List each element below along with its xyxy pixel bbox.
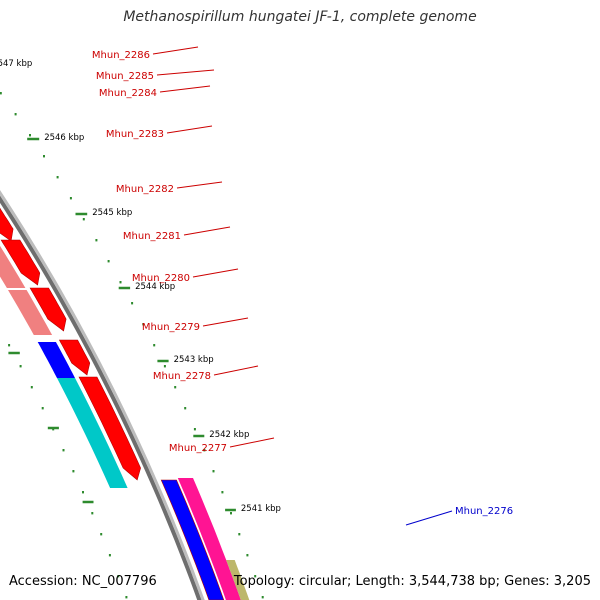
gene-label-mhun-2280: Mhun_2280 [132, 273, 190, 284]
cog-segment-9 [37, 342, 75, 378]
outer-dot [246, 554, 249, 557]
kbp-tick-label: 2546 kbp [44, 133, 84, 143]
outer-dot [0, 92, 2, 95]
inner-dot [108, 554, 111, 557]
kbp-tick-label: 2541 kbp [241, 504, 281, 514]
gene-label-leader [152, 46, 199, 55]
outer-dot [142, 323, 145, 326]
inner-dot [100, 533, 103, 536]
outer-dot [56, 176, 59, 179]
gene-label-mhun-2277: Mhun_2277 [169, 443, 227, 454]
outer-dot [82, 218, 85, 221]
genome-summary: Topology: circular; Length: 3,544,738 bp… [233, 574, 591, 589]
cog-segment-outer-olive [226, 560, 250, 600]
gene-label-leader [192, 268, 239, 278]
gene-label-leader [229, 437, 275, 448]
inner-dot [117, 575, 120, 578]
accession-text: Accession: NC_007796 [9, 574, 157, 589]
tick-dot-track [0, 92, 264, 599]
outer-dot [14, 113, 17, 116]
outer-dot [193, 428, 196, 431]
gene-label-mhun-2278: Mhun_2278 [153, 371, 211, 382]
kbp-tick-label: 2544 kbp [135, 282, 175, 292]
outer-dot [69, 197, 72, 200]
inner-dot [91, 512, 94, 515]
gene-block-mhun-2277 [78, 376, 141, 481]
gene-label-leader [156, 69, 215, 76]
gene-label-mhun-2279: Mhun_2279 [142, 322, 200, 333]
gene-label-mhun-2281: Mhun_2281 [123, 231, 181, 242]
gene-label-mhun-2276: Mhun_2276 [455, 506, 513, 517]
gene-block-mhun-2276 [160, 479, 225, 600]
outer-dot [261, 596, 264, 599]
outer-dot [107, 260, 110, 263]
outer-dot [174, 386, 177, 389]
gene-label-mhun-2285: Mhun_2285 [96, 71, 154, 82]
kbp-tick-label: 2545 kbp [92, 208, 132, 218]
gene-label-mhun-2286: Mhun_2286 [92, 50, 150, 61]
kbp-tick-label: 2542 kbp [209, 430, 249, 440]
gene-label-leader [159, 85, 211, 93]
gene-label-mhun-2282: Mhun_2282 [116, 184, 174, 195]
gene-label-leader [176, 181, 223, 189]
outer-dot [230, 512, 232, 515]
outer-dot [184, 407, 187, 410]
map-title: Methanospirillum hungatei JF-1, complete… [123, 9, 477, 25]
cog-track [0, 245, 250, 600]
gene-block-mhun-2281 [0, 207, 14, 242]
outer-dot [221, 491, 224, 494]
outer-dot [238, 533, 241, 536]
gene-label-mhun-2283: Mhun_2283 [106, 129, 164, 140]
inner-dot [125, 596, 128, 599]
outer-dot [203, 449, 206, 452]
inner-dot [8, 344, 11, 347]
inner-dot [72, 470, 75, 473]
outer-dot [43, 155, 45, 158]
cog-segment-7 [0, 245, 26, 288]
kbp-tick-label: 2543 kbp [174, 355, 214, 365]
outer-dot [254, 575, 257, 578]
outer-dot [119, 281, 122, 284]
gene-block-mhun-2278 [58, 339, 91, 376]
gene-label-mhun-2284: Mhun_2284 [99, 88, 157, 99]
gene-label-leader [166, 125, 213, 134]
cog-segment-8 [8, 290, 53, 335]
kbp-ticks: 2547 kbp 2546 kbp 2545 kbp 2544 kbp 2543 kbp… [0, 59, 281, 514]
outer-dot [153, 344, 156, 347]
gene-label-leader [202, 317, 249, 327]
kbp-tick-label: 2547 kbp [0, 59, 32, 69]
inner-dot [41, 407, 44, 410]
gene-label-leader [183, 226, 231, 236]
gene-block-mhun-2279 [29, 287, 67, 332]
inner-dot [30, 386, 33, 389]
outer-dot [95, 239, 98, 242]
outer-dot [131, 302, 134, 305]
inner-dot [62, 449, 65, 452]
gene-labels: Mhun_2286 Mhun_2285 Mhun_2284 Mhun_2283 Mhun… [92, 46, 513, 526]
outer-dot [29, 134, 31, 137]
outer-dot [163, 365, 166, 368]
gene-label-leader [213, 365, 259, 376]
gene-block-mhun-2280 [0, 239, 41, 286]
outer-dot [212, 470, 215, 473]
gene-track [0, 207, 225, 600]
cog-segment-10 [57, 378, 128, 488]
gene-label-leader [405, 510, 453, 526]
inner-dot [19, 365, 22, 368]
inner-dot [82, 491, 84, 494]
cog-segment-outer-pink [177, 478, 241, 600]
